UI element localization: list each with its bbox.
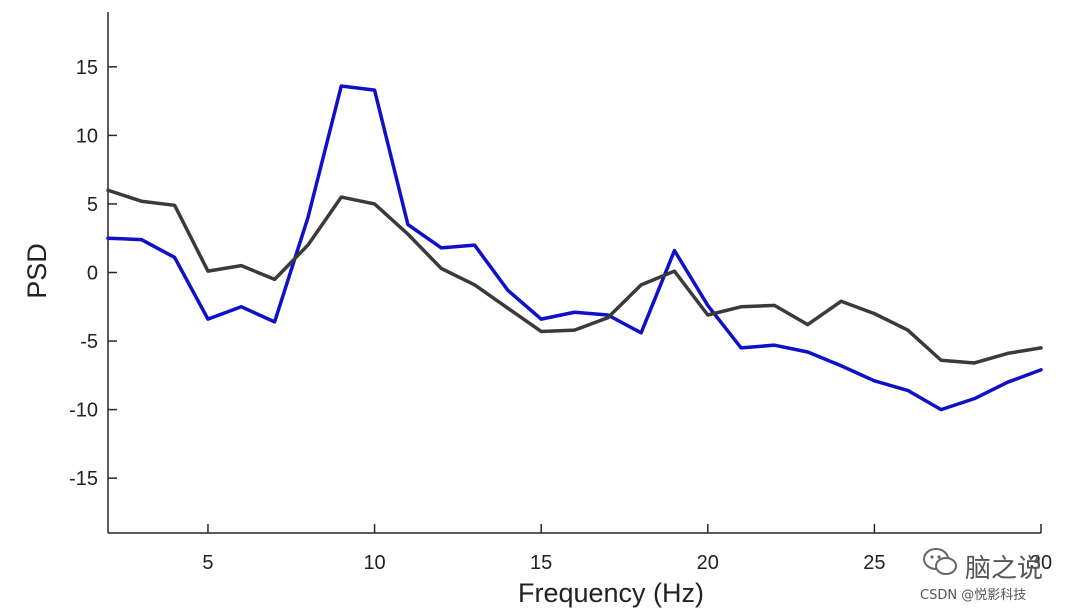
series-layer (106, 84, 1043, 412)
x-tick-label: 15 (530, 552, 552, 574)
y-tick-label: 5 (87, 194, 98, 216)
x-axis-title: Frequency (Hz) (518, 578, 704, 608)
x-tick-label: 10 (363, 552, 385, 574)
y-tick-label: 0 (87, 263, 98, 285)
y-axis-title: PSD (22, 243, 52, 299)
y-tick-label: -15 (69, 468, 98, 490)
y-tick-label: 15 (76, 57, 98, 79)
y-tick-label: -5 (80, 331, 98, 353)
wechat-icon (923, 548, 957, 575)
series-line-2 (106, 188, 1043, 365)
x-tick-label: 5 (202, 552, 213, 574)
x-tick-label: 20 (697, 552, 719, 574)
watermark-credit: CSDN @悦影科技 (920, 588, 1027, 603)
watermark-text: 脑之说 (965, 554, 1044, 584)
y-tick-label: 10 (76, 125, 98, 147)
axes: 5 10 15 20 25 30 -15 -10 -5 0 5 10 15 (69, 12, 1052, 574)
x-tick-label: 25 (863, 552, 885, 574)
x-tick-label: 30 (1030, 552, 1052, 574)
y-tick-label: -10 (69, 400, 98, 422)
series-line-1 (106, 84, 1043, 412)
